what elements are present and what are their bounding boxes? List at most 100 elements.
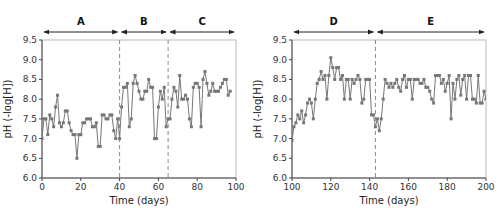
data-point bbox=[219, 86, 222, 89]
y-tick bbox=[289, 59, 292, 60]
data-point bbox=[83, 121, 86, 124]
data-point bbox=[62, 121, 65, 124]
data-point bbox=[428, 90, 431, 93]
data-point bbox=[79, 133, 82, 136]
data-point bbox=[331, 66, 334, 69]
data-point bbox=[192, 86, 195, 89]
x-axis-line bbox=[292, 178, 486, 179]
x-tick bbox=[369, 178, 370, 181]
data-point bbox=[190, 125, 193, 128]
data-point bbox=[124, 86, 127, 89]
data-point bbox=[411, 98, 414, 101]
data-point bbox=[48, 113, 51, 116]
y-tick bbox=[289, 178, 292, 179]
data-point bbox=[44, 117, 47, 120]
section-label: D bbox=[330, 16, 338, 27]
section-divider bbox=[168, 40, 169, 178]
data-point bbox=[172, 86, 175, 89]
data-point bbox=[200, 125, 203, 128]
data-point bbox=[120, 106, 123, 109]
data-point bbox=[298, 117, 301, 120]
data-point bbox=[207, 94, 210, 97]
y-tick-label: 8.5 bbox=[273, 74, 287, 84]
data-point bbox=[126, 82, 129, 85]
data-point bbox=[73, 133, 76, 136]
data-point bbox=[54, 106, 57, 109]
data-point bbox=[426, 86, 429, 89]
data-point bbox=[75, 157, 78, 160]
data-point bbox=[388, 86, 391, 89]
data-point bbox=[376, 117, 379, 120]
data-point bbox=[327, 74, 330, 77]
y-tick-label: 9.5 bbox=[23, 35, 37, 45]
data-point bbox=[229, 90, 232, 93]
data-point bbox=[368, 78, 371, 81]
y-tick-label: 7.0 bbox=[273, 134, 288, 144]
y-tick-label: 7.5 bbox=[273, 114, 287, 124]
data-point bbox=[296, 113, 299, 116]
section-arrow bbox=[44, 32, 118, 33]
x-axis-label: Time (days) bbox=[108, 195, 168, 206]
data-point bbox=[333, 78, 336, 81]
section-label: B bbox=[140, 16, 148, 27]
data-point bbox=[145, 90, 148, 93]
data-point bbox=[399, 90, 402, 93]
plot-area bbox=[292, 40, 486, 178]
y-tick bbox=[39, 138, 42, 139]
data-point bbox=[292, 125, 295, 128]
data-point bbox=[440, 82, 443, 85]
x-tick-label: 80 bbox=[191, 182, 203, 192]
data-point bbox=[161, 98, 164, 101]
data-point bbox=[417, 78, 420, 81]
x-axis-label: Time (days) bbox=[358, 195, 418, 206]
data-point bbox=[391, 86, 394, 89]
data-point bbox=[300, 109, 303, 112]
x-tick-label: 120 bbox=[322, 182, 339, 192]
data-point bbox=[306, 102, 309, 105]
data-point bbox=[405, 86, 408, 89]
x-tick-label: 100 bbox=[227, 182, 244, 192]
data-point bbox=[93, 125, 96, 128]
x-tick-label: 200 bbox=[477, 182, 494, 192]
section-label: E bbox=[427, 16, 434, 27]
data-point bbox=[132, 82, 135, 85]
x-tick bbox=[119, 178, 120, 181]
y-tick-label: 6.0 bbox=[273, 173, 288, 183]
data-point bbox=[294, 121, 297, 124]
data-point bbox=[42, 137, 44, 140]
y-tick bbox=[289, 158, 292, 159]
data-point bbox=[165, 125, 168, 128]
data-point bbox=[203, 70, 206, 73]
data-point bbox=[477, 74, 480, 77]
data-point bbox=[351, 78, 354, 81]
data-point bbox=[147, 78, 150, 81]
series-line bbox=[42, 72, 230, 159]
data-point bbox=[211, 82, 214, 85]
data-point bbox=[170, 98, 173, 101]
data-point bbox=[318, 78, 321, 81]
x-tick bbox=[486, 178, 487, 181]
data-point bbox=[401, 78, 404, 81]
data-point bbox=[374, 125, 377, 128]
data-point bbox=[196, 82, 199, 85]
data-point bbox=[356, 74, 359, 77]
y-tick bbox=[289, 79, 292, 80]
data-point bbox=[475, 102, 478, 105]
data-point bbox=[453, 98, 456, 101]
data-point bbox=[178, 74, 181, 77]
y-tick bbox=[39, 178, 42, 179]
plot-area bbox=[42, 40, 232, 178]
data-point bbox=[138, 90, 141, 93]
plot-frame bbox=[292, 40, 486, 178]
data-point bbox=[163, 86, 166, 89]
x-tick-label: 160 bbox=[400, 182, 417, 192]
y-tick bbox=[289, 118, 292, 119]
data-point bbox=[58, 121, 61, 124]
data-point bbox=[420, 82, 423, 85]
data-point bbox=[409, 78, 412, 81]
y-tick-label: 8.0 bbox=[273, 94, 288, 104]
data-point bbox=[134, 74, 137, 77]
x-tick-label: 60 bbox=[153, 182, 165, 192]
data-point bbox=[403, 74, 406, 77]
y-axis-line bbox=[292, 40, 293, 178]
